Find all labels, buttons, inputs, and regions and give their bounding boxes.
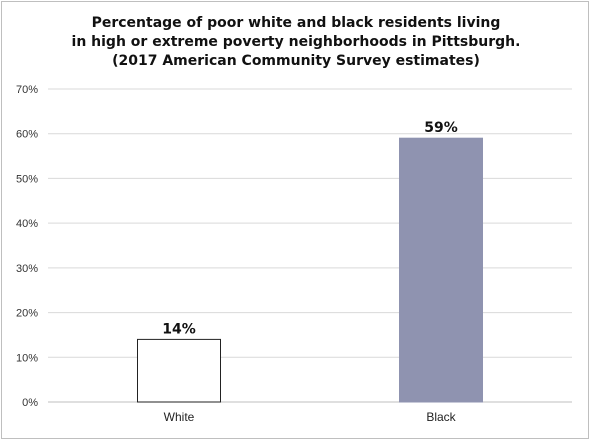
chart-title-line-1: Percentage of poor white and black resid… [91, 15, 501, 31]
x-axis-category-labels: White Black [164, 410, 457, 424]
x-category-label-white: White [164, 410, 195, 424]
chart-title: Percentage of poor white and black resid… [0, 14, 592, 71]
y-tick-label-50: 50% [16, 173, 38, 185]
y-axis-tick-labels: 0% 10% 20% 30% 40% 50% 60% 70% [16, 84, 38, 409]
data-labels: 14% 59% [162, 120, 458, 337]
bar-black [399, 137, 483, 403]
y-tick-label-30: 30% [16, 263, 38, 275]
gridlines [48, 88, 572, 403]
y-tick-label-10: 10% [16, 352, 38, 364]
y-tick-label-70: 70% [16, 84, 38, 96]
chart-title-line-3: (2017 American Community Survey estimate… [112, 53, 480, 69]
data-label-white: 14% [162, 321, 196, 337]
x-category-label-black: Black [426, 410, 456, 424]
y-tick-label-60: 60% [16, 129, 38, 141]
y-tick-label-20: 20% [16, 308, 38, 320]
chart-title-line-2: in high or extreme poverty neighborhoods… [71, 34, 521, 50]
bar-white [137, 338, 221, 403]
bars [137, 137, 483, 403]
y-tick-label-40: 40% [16, 218, 38, 230]
data-label-black: 59% [424, 120, 458, 136]
y-tick-label-0: 0% [22, 397, 38, 409]
